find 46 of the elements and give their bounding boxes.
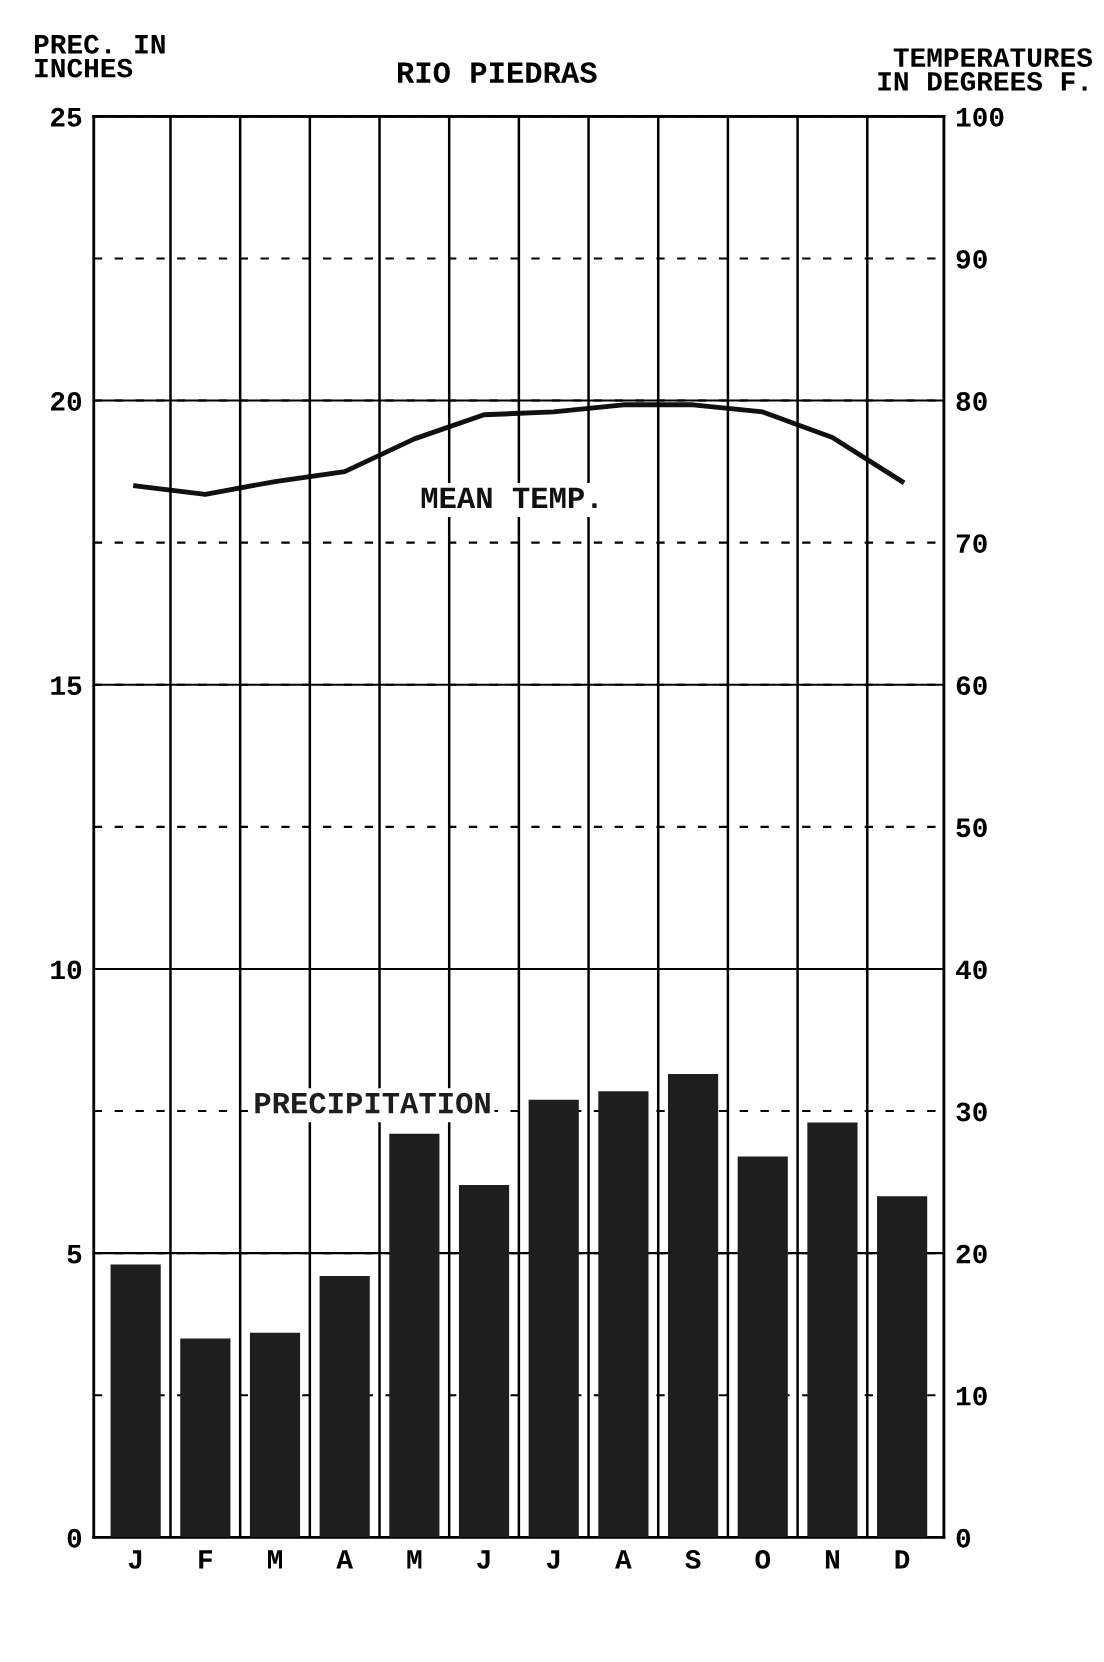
y2-tick-label: 0 (956, 1528, 971, 1548)
series-label: PRECIPITATION (255, 1092, 490, 1114)
y2-axis-title: TEMPERATURES IN DEGREES F. (878, 48, 1093, 91)
x-tick-label: F (199, 1550, 212, 1569)
y2-tick-label: 30 (956, 1102, 987, 1122)
bar (180, 1338, 231, 1538)
y2-tick-label: 90 (956, 249, 987, 269)
x-tick-label: O (755, 1550, 771, 1569)
bar (458, 1184, 510, 1538)
bar (110, 1264, 161, 1538)
y2-tick-label: 20 (956, 1244, 987, 1264)
bar (598, 1091, 649, 1538)
x-tick-label: J (546, 1550, 560, 1569)
bar (319, 1275, 370, 1538)
x-tick-label: D (895, 1550, 910, 1569)
chart-title: RIO PIEDRAS (397, 62, 597, 83)
y-tick-label: 10 (51, 960, 82, 980)
x-tick-label: J (477, 1550, 490, 1569)
y2-tick-label: 100 (956, 107, 1004, 127)
bar (667, 1074, 719, 1538)
bar (737, 1156, 788, 1538)
y2-tick-label: 80 (956, 392, 987, 411)
y2-tick-label: 10 (956, 1386, 987, 1406)
x-tick-label: A (615, 1550, 632, 1569)
series-label: MEAN TEMP. (421, 487, 597, 508)
bar (807, 1122, 858, 1538)
bar (528, 1099, 579, 1538)
bar (389, 1133, 440, 1538)
bar (877, 1196, 928, 1538)
y2-tick-label: 50 (956, 818, 987, 838)
y2-tick-label: 60 (956, 676, 987, 696)
x-tick-label: M (407, 1550, 422, 1569)
y-tick-label: 25 (51, 107, 82, 127)
x-tick-label: J (128, 1550, 142, 1569)
x-tick-label: M (268, 1550, 282, 1569)
y-tick-label: 20 (51, 392, 82, 411)
bar (249, 1332, 301, 1538)
x-tick-label: A (336, 1550, 354, 1569)
y-axis-title: PREC. IN INCHES (34, 34, 165, 78)
y2-tick-label: 40 (955, 960, 987, 980)
y-tick-label: 5 (67, 1244, 82, 1264)
x-tick-label: S (685, 1550, 701, 1569)
y2-tick-label: 70 (956, 534, 987, 553)
y-tick-label: 15 (51, 676, 82, 696)
x-tick-label: N (825, 1550, 839, 1569)
y-tick-label: 0 (67, 1528, 82, 1548)
